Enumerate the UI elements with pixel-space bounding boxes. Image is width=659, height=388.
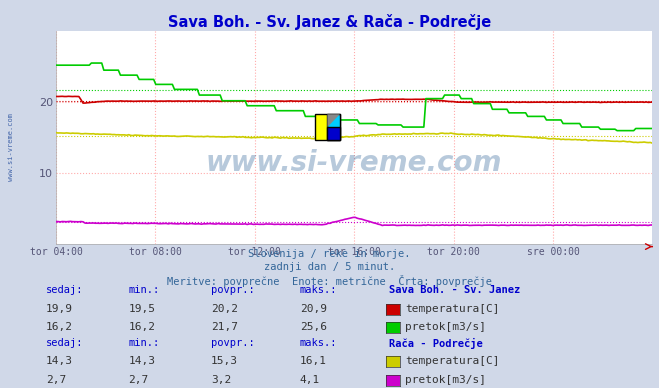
Text: min.:: min.: <box>129 285 159 295</box>
Text: pretok[m3/s]: pretok[m3/s] <box>405 375 486 385</box>
Text: Rača - Podrečje: Rača - Podrečje <box>389 338 482 348</box>
Text: 2,7: 2,7 <box>129 375 149 385</box>
Text: povpr.:: povpr.: <box>211 285 254 295</box>
Text: 16,1: 16,1 <box>300 356 327 366</box>
Text: 4,1: 4,1 <box>300 375 320 385</box>
Text: Meritve: povprečne  Enote: metrične  Črta: povprečje: Meritve: povprečne Enote: metrične Črta:… <box>167 275 492 287</box>
Text: povpr.:: povpr.: <box>211 338 254 348</box>
Text: temperatura[C]: temperatura[C] <box>405 356 500 366</box>
Text: 16,2: 16,2 <box>46 322 73 333</box>
Text: Slovenija / reke in morje.: Slovenija / reke in morje. <box>248 249 411 259</box>
Text: 19,5: 19,5 <box>129 304 156 314</box>
Text: 19,9: 19,9 <box>46 304 73 314</box>
Text: 14,3: 14,3 <box>129 356 156 366</box>
FancyBboxPatch shape <box>315 114 340 140</box>
Text: temperatura[C]: temperatura[C] <box>405 304 500 314</box>
Text: 15,3: 15,3 <box>211 356 238 366</box>
Text: 16,2: 16,2 <box>129 322 156 333</box>
Text: Sava Boh. - Sv. Janez & Rača - Podrečje: Sava Boh. - Sv. Janez & Rača - Podrečje <box>168 14 491 29</box>
Text: zadnji dan / 5 minut.: zadnji dan / 5 minut. <box>264 262 395 272</box>
Text: 2,7: 2,7 <box>46 375 67 385</box>
Text: 25,6: 25,6 <box>300 322 327 333</box>
FancyBboxPatch shape <box>328 114 340 140</box>
Text: sedaj:: sedaj: <box>46 285 84 295</box>
Text: www.si-vreme.com: www.si-vreme.com <box>206 149 502 177</box>
Text: 14,3: 14,3 <box>46 356 73 366</box>
FancyBboxPatch shape <box>328 127 340 140</box>
Polygon shape <box>328 114 340 127</box>
Text: 20,9: 20,9 <box>300 304 327 314</box>
Text: sedaj:: sedaj: <box>46 338 84 348</box>
Text: maks.:: maks.: <box>300 285 337 295</box>
Text: pretok[m3/s]: pretok[m3/s] <box>405 322 486 333</box>
Text: 3,2: 3,2 <box>211 375 231 385</box>
Text: 21,7: 21,7 <box>211 322 238 333</box>
Text: min.:: min.: <box>129 338 159 348</box>
Text: maks.:: maks.: <box>300 338 337 348</box>
Text: www.si-vreme.com: www.si-vreme.com <box>8 113 14 182</box>
Text: 20,2: 20,2 <box>211 304 238 314</box>
Text: Sava Boh. - Sv. Janez: Sava Boh. - Sv. Janez <box>389 285 520 295</box>
